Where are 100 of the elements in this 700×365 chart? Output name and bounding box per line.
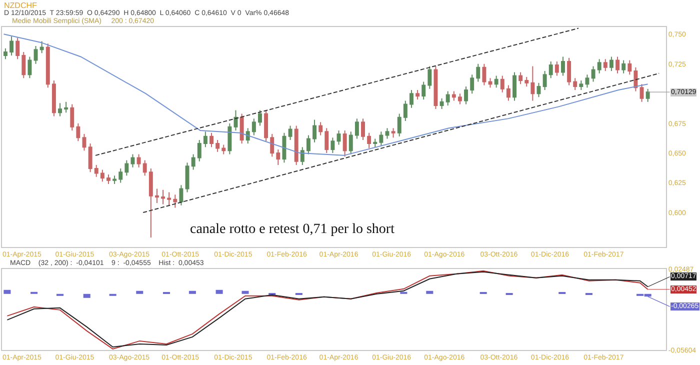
candlestick: [373, 138, 378, 148]
candlestick: [506, 84, 510, 102]
candlestick: [622, 60, 626, 74]
candlestick: [597, 58, 602, 74]
candlestick: [264, 110, 268, 142]
candlestick: [379, 131, 384, 146]
candlestick: [106, 174, 110, 184]
candlestick: [70, 104, 74, 131]
candlestick: [16, 37, 20, 60]
candlestick: [428, 66, 432, 90]
candlestick: [385, 128, 390, 140]
candlestick: [318, 122, 323, 136]
candlestick: [88, 143, 92, 173]
candlestick: [500, 75, 504, 93]
candlestick: [34, 46, 38, 64]
candlestick: [40, 40, 44, 54]
candlestick: [288, 125, 292, 140]
candlestick: [240, 113, 244, 144]
candlestick: [197, 139, 202, 162]
candlestick: [494, 75, 498, 88]
candlestick: [124, 160, 129, 176]
annotation: canale rotto e retest 0,71 per lo short: [190, 222, 395, 237]
candlestick: [282, 132, 286, 164]
candlestick: [82, 134, 86, 152]
candlestick: [530, 66, 535, 102]
candlestick: [336, 130, 341, 146]
candlestick: [136, 154, 141, 168]
candlestick: [482, 63, 486, 86]
candlestick: [142, 160, 147, 176]
candlestick: [100, 169, 104, 182]
candlestick: [94, 164, 98, 178]
candlestick: [276, 148, 280, 166]
candlestick: [348, 131, 353, 155]
candlestick: [300, 146, 304, 166]
candlestick: [52, 80, 56, 117]
candlestick: [312, 119, 317, 143]
candlestick: [361, 118, 365, 140]
candlestick: [403, 100, 408, 122]
candlestick: [179, 184, 184, 206]
candlestick: [118, 168, 123, 184]
candlestick: [416, 90, 420, 100]
candlestick: [446, 90, 450, 106]
candlestick: [488, 78, 492, 88]
candlestick: [397, 113, 402, 137]
candlestick: [440, 98, 444, 110]
candlestick: [191, 154, 196, 170]
candlestick: [542, 70, 547, 91]
candlestick: [252, 118, 256, 136]
candlestick: [609, 56, 614, 72]
candlestick: [76, 122, 80, 142]
candlestick: [210, 132, 214, 148]
candlestick: [579, 80, 584, 91]
candlestick: [646, 88, 650, 102]
candlestick: [112, 175, 117, 184]
candlestick: [452, 90, 456, 102]
candlestick: [203, 131, 208, 148]
line-series: [3, 34, 648, 156]
candlestick: [161, 189, 166, 205]
candlestick: [270, 134, 274, 158]
candlestick: [3, 48, 8, 60]
candlestick: [458, 93, 462, 105]
candlestick: [228, 122, 232, 155]
candlestick: [330, 137, 335, 154]
candlestick: [173, 194, 178, 208]
candlestick: [367, 132, 372, 149]
candlestick: [554, 60, 559, 76]
candlestick: [585, 74, 590, 88]
candlestick: [628, 60, 632, 76]
candlestick: [354, 118, 359, 140]
candlestick: [391, 128, 396, 138]
candlestick: [154, 188, 159, 204]
candlestick: [567, 57, 572, 86]
candlestick: [410, 90, 414, 108]
candlestick: [294, 125, 298, 166]
candlestick: [258, 110, 262, 126]
candlestick: [216, 139, 220, 152]
candlestick: [167, 192, 172, 206]
candlestick: [512, 72, 516, 102]
candlestick: [518, 72, 523, 85]
candlestick: [185, 162, 190, 193]
candlestick: [46, 43, 50, 88]
candlestick: [246, 128, 250, 144]
candlestick: [573, 78, 578, 91]
candlestick: [434, 66, 438, 110]
candlestick: [22, 51, 26, 79]
chart-title: NZDCHF: [4, 1, 37, 10]
candlestick: [306, 134, 310, 155]
candlestick: [422, 81, 426, 100]
candlestick: [561, 56, 565, 76]
candlestick: [222, 144, 226, 155]
candlestick: [640, 84, 644, 102]
candlestick: [58, 102, 62, 117]
candlestick: [10, 36, 14, 56]
candlestick: [591, 66, 596, 82]
candlestick: [603, 58, 608, 72]
candlestick: [470, 74, 474, 94]
candlestick: [476, 63, 480, 82]
candlestick: [464, 86, 468, 105]
candlestick: [536, 82, 541, 98]
candlestick: [148, 168, 153, 238]
